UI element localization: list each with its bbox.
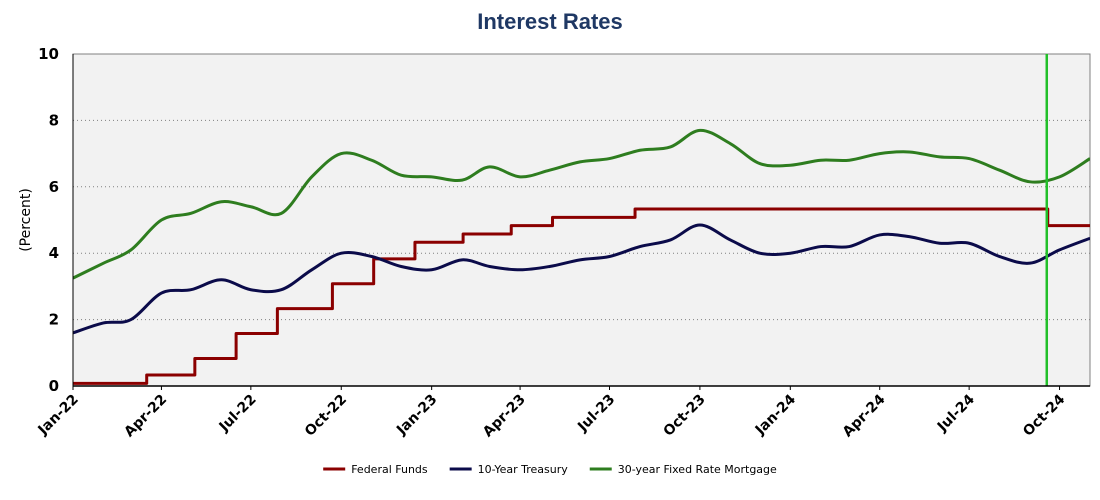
series-lines (73, 128, 1090, 385)
gridlines (73, 119, 1090, 321)
legend-label-30-year-fixed-rate-mortgage: 30-year Fixed Rate Mortgage (618, 463, 777, 476)
series-line-federal-funds (73, 207, 1090, 385)
y-tick-label: 0 (49, 377, 59, 395)
legend: Federal Funds 10-Year Treasury 30-year Fix… (323, 463, 777, 476)
y-tick-label: 2 (49, 311, 59, 329)
x-tick-label: Jan-23 (393, 392, 440, 439)
y-tick-label: 4 (49, 244, 59, 262)
y-axis-label: (Percent) (18, 188, 34, 252)
x-tick-label: Jul-24 (934, 391, 978, 435)
x-tick-labels: Jan-22 Apr-22 Jul-22 Oct-22 Jan-23 Apr-23 Jul-… (35, 386, 1069, 440)
y-tick-label: 6 (49, 178, 59, 196)
y-tick-label: 10 (38, 45, 59, 63)
legend-label-federal-funds: Federal Funds (351, 463, 428, 476)
chart-title: Interest Rates (477, 9, 623, 34)
x-tick-label: Oct-24 (1020, 391, 1068, 439)
legend-label-10-year-treasury: 10-Year Treasury (478, 463, 569, 476)
plot-area (72, 53, 1091, 387)
x-tick-label: Apr-22 (121, 392, 170, 441)
series-line-30-year-fixed-rate-mortgage (73, 128, 1090, 280)
x-tick-label: Oct-23 (661, 392, 709, 440)
x-tick-label: Jan-24 (752, 391, 799, 438)
y-tick-labels: 0 2 4 6 8 10 (38, 45, 59, 395)
series-line-10-year-treasury (73, 223, 1090, 335)
x-tick-label: Jul-22 (216, 392, 260, 436)
x-tick-label: Apr-23 (480, 392, 529, 441)
x-tick-label: Jul-23 (574, 392, 618, 436)
x-tick-label: Jan-22 (35, 392, 82, 439)
y-tick-label: 8 (49, 111, 59, 129)
x-tick-label: Apr-24 (840, 391, 889, 440)
x-tick-label: Oct-22 (302, 392, 350, 440)
